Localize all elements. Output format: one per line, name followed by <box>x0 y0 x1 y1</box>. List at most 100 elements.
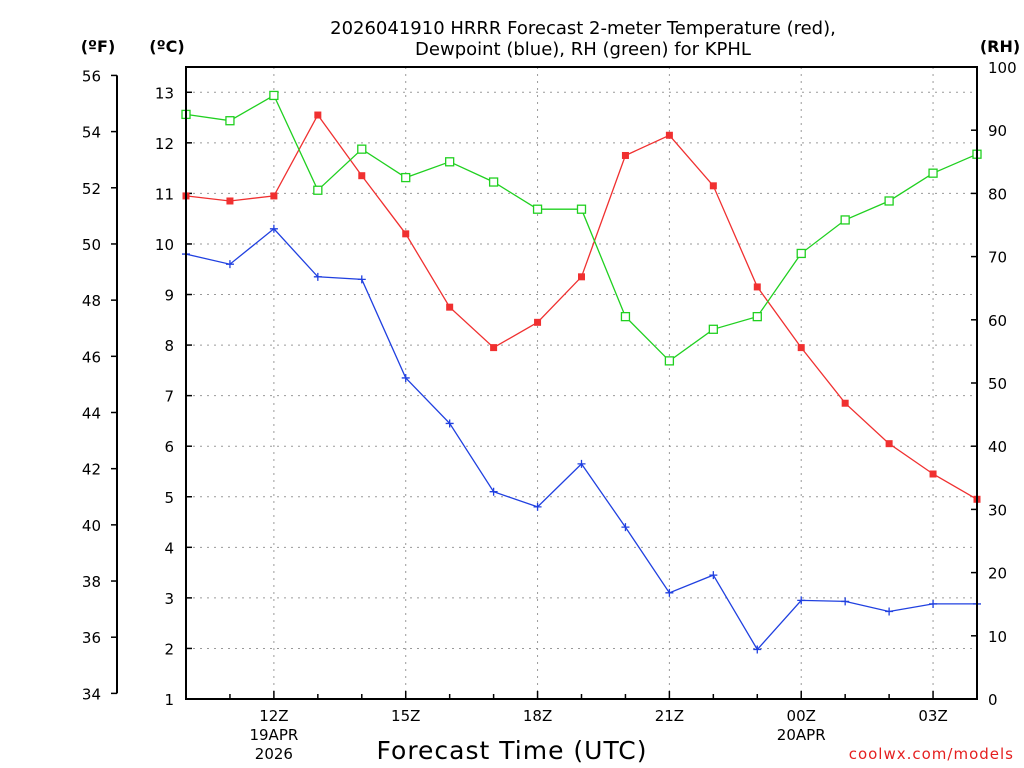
dewpoint-point <box>665 588 674 597</box>
rh-unit-label: (RH) <box>980 37 1020 56</box>
dewpoint-point <box>929 599 938 608</box>
temperature-point <box>446 303 454 311</box>
celsius-unit-label: (ºC) <box>149 37 184 56</box>
rh-point <box>752 311 762 322</box>
celsius-tick-label: 8 <box>164 337 174 355</box>
dewpoint-point <box>621 523 630 532</box>
rh-tick-label: 30 <box>988 501 1007 519</box>
temperature-point <box>358 172 366 180</box>
dewpoint-point <box>577 459 586 468</box>
temperature-point <box>753 283 761 291</box>
series-dewpoint <box>182 224 981 654</box>
celsius-tick-label: 7 <box>164 388 174 406</box>
celsius-tick-label: 11 <box>155 185 174 203</box>
rh-point <box>884 196 894 206</box>
fahrenheit-tick-label: 54 <box>82 124 101 142</box>
x-tick-date-label: 19APR <box>249 726 298 744</box>
dewpoint-point <box>753 645 762 654</box>
temperature-point <box>709 182 717 190</box>
rh-point <box>796 248 806 259</box>
celsius-tick-label: 6 <box>164 438 174 456</box>
temperature-line <box>185 113 978 500</box>
rh-axis: 0 10 20 30 40 50 60 70 80 90 100 <box>971 59 1017 709</box>
series-relative-humidity <box>181 90 982 366</box>
celsius-tick-label: 10 <box>155 236 174 254</box>
dewpoint-line <box>185 227 977 651</box>
chart-title-line-1: 2026041910 HRRR Forecast 2-meter Tempera… <box>330 18 836 39</box>
celsius-tick-label: 5 <box>164 489 174 507</box>
dewpoint-point <box>489 487 498 496</box>
celsius-tick-label: 4 <box>164 539 174 557</box>
dewpoint-point <box>313 272 322 281</box>
fahrenheit-tick-label: 56 <box>82 67 101 85</box>
rh-point <box>445 157 455 167</box>
fahrenheit-tick-label: 48 <box>82 292 101 310</box>
temperature-point <box>885 440 893 448</box>
chart-title-line-2: Dewpoint (blue), RH (green) for KPHL <box>415 39 751 60</box>
x-tick-label: 12Z <box>259 707 288 725</box>
fahrenheit-tick-label: 34 <box>82 685 101 703</box>
rh-point <box>488 177 499 187</box>
rh-point <box>401 172 411 183</box>
fahrenheit-tick-label: 40 <box>82 517 101 535</box>
x-tick-label: 21Z <box>655 707 684 725</box>
rh-tick-label: 20 <box>988 565 1007 583</box>
temperature-point <box>270 192 278 200</box>
dewpoint-point <box>269 224 278 233</box>
rh-tick-label: 50 <box>988 375 1007 393</box>
dewpoint-point <box>885 607 894 616</box>
x-tick-label: 00Z <box>787 707 816 725</box>
x-tick-year-label: 2026 <box>255 745 293 763</box>
rh-tick-label: 60 <box>988 312 1007 330</box>
rh-tick-label: 100 <box>988 59 1017 77</box>
dewpoint-point <box>841 597 850 606</box>
rh-tick-label: 90 <box>988 122 1007 140</box>
rh-tick-label: 70 <box>988 249 1007 267</box>
temperature-point <box>402 230 410 238</box>
rh-tick-label: 10 <box>988 628 1007 646</box>
rh-point <box>620 311 631 322</box>
rh-point <box>269 90 279 101</box>
dewpoint-point <box>533 502 542 511</box>
fahrenheit-tick-label: 50 <box>82 236 101 254</box>
temperature-point <box>665 131 673 139</box>
fahrenheit-tick-label: 46 <box>82 348 101 366</box>
fahrenheit-tick-label: 52 <box>82 180 101 198</box>
celsius-tick-label: 3 <box>164 590 174 608</box>
celsius-tick-label: 12 <box>155 135 174 153</box>
fahrenheit-axis: 34 36 38 40 42 44 46 48 50 52 54 56 <box>82 67 118 703</box>
dewpoint-point <box>401 373 410 382</box>
credit-label: coolwx.com/models <box>849 745 1014 763</box>
dewpoint-point <box>797 596 806 605</box>
celsius-tick-label: 9 <box>164 287 174 305</box>
relative-humidity-line <box>185 94 978 362</box>
rh-point <box>840 215 850 225</box>
rh-point <box>576 204 587 214</box>
temperature-point <box>578 273 585 281</box>
plot-frame <box>185 66 978 700</box>
dewpoint-point <box>709 571 718 580</box>
fahrenheit-tick-label: 38 <box>82 573 101 591</box>
grid-layer <box>186 67 977 699</box>
temperature-point <box>490 344 498 352</box>
temperature-point <box>314 111 322 119</box>
x-tick-label: 15Z <box>391 707 420 725</box>
temperature-point <box>226 197 234 205</box>
rh-tick-label: 80 <box>988 185 1007 203</box>
rh-point <box>708 324 718 334</box>
x-tick-label: 18Z <box>523 707 552 725</box>
dewpoint-point <box>225 260 234 269</box>
temperature-point <box>841 399 849 407</box>
rh-point <box>225 116 235 126</box>
temperature-point <box>534 318 542 326</box>
fahrenheit-tick-label: 44 <box>82 404 101 422</box>
temperature-point <box>621 151 629 159</box>
fahrenheit-tick-label: 36 <box>82 629 101 647</box>
fahrenheit-tick-label: 42 <box>82 461 101 479</box>
x-tick-label: 03Z <box>918 707 947 725</box>
dewpoint-point <box>445 419 454 428</box>
rh-point <box>357 144 367 154</box>
dewpoint-point <box>357 275 366 284</box>
